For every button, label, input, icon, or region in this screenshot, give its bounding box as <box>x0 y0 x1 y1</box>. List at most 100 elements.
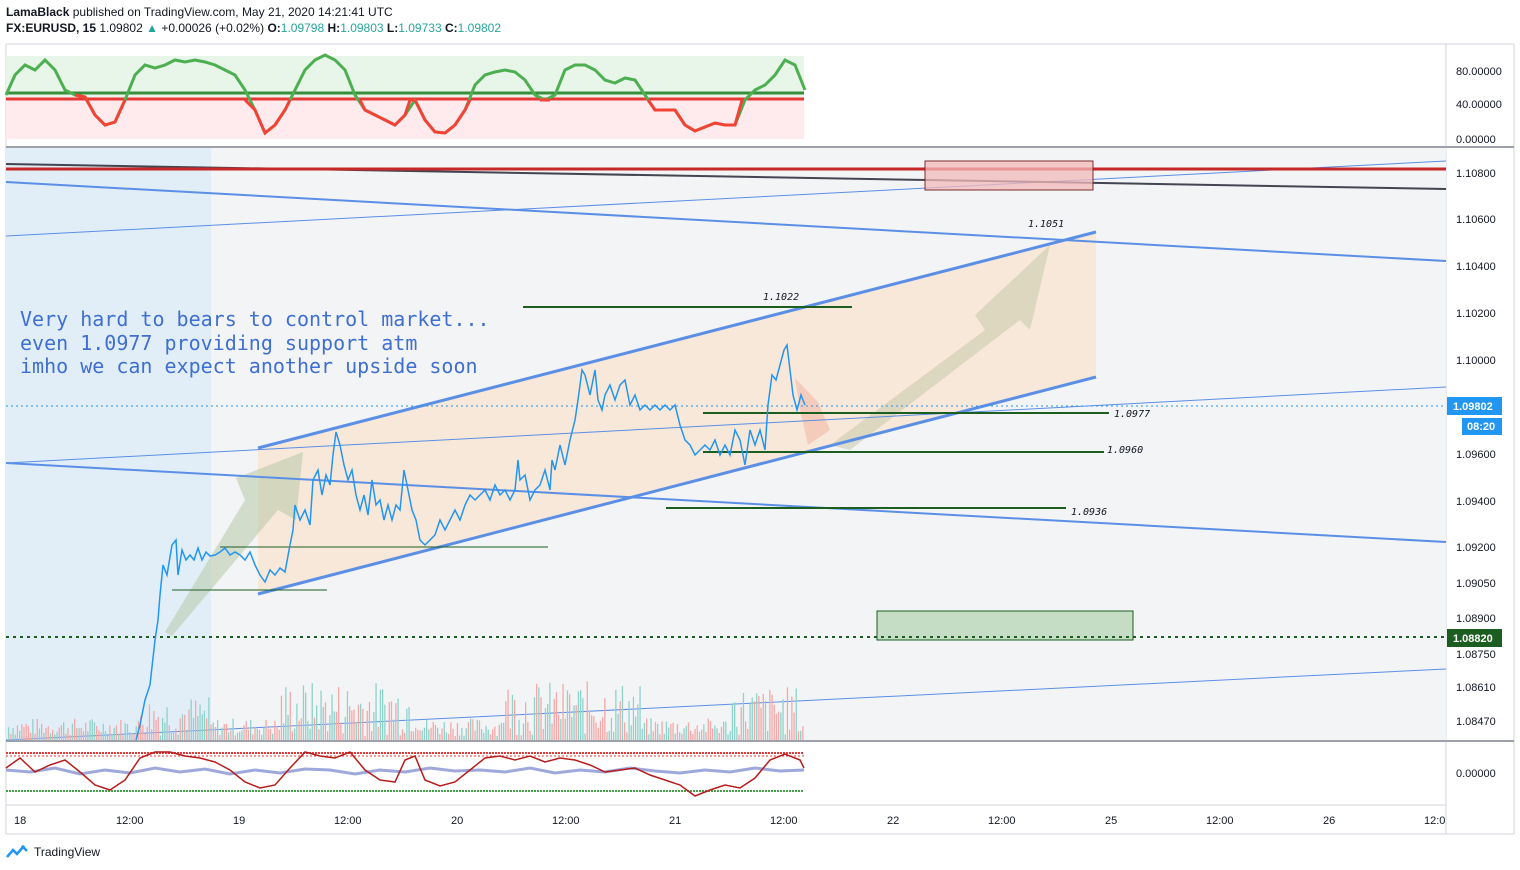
price-tick: 1.10200 <box>1456 308 1496 320</box>
volume-bar <box>599 720 602 740</box>
volume-bar <box>613 731 615 740</box>
volume-bar <box>298 720 300 740</box>
volume-bar <box>753 701 756 740</box>
chart-canvas[interactable]: 80.00000 40.00000 0.00000 <box>0 0 1520 840</box>
volume-bar <box>560 718 562 740</box>
volume-bar <box>681 733 683 740</box>
volume-bar <box>701 729 703 740</box>
annotation-line-2: even 1.0977 providing support atm <box>20 331 417 355</box>
volume-bar <box>118 733 120 740</box>
volume-bar <box>472 719 474 740</box>
volume-bar <box>725 721 727 740</box>
volume-bar <box>780 712 782 740</box>
volume-bar <box>322 707 324 740</box>
volume-bar <box>580 690 582 740</box>
volume-bar <box>228 732 230 740</box>
volume-bar <box>492 729 494 740</box>
volume-bar <box>487 729 489 740</box>
volume-bar <box>179 718 181 740</box>
volume-bars <box>8 681 804 740</box>
volume-bar <box>571 717 573 740</box>
footer: TradingView <box>6 842 100 862</box>
volume-bar <box>659 734 661 740</box>
osc-tick: 80.00000 <box>1456 66 1502 78</box>
volume-bar <box>437 727 439 740</box>
volume-bar <box>278 729 280 740</box>
volume-bar <box>595 722 597 740</box>
volume-bar <box>195 700 197 740</box>
volume-bar <box>32 719 34 740</box>
volume-bar <box>316 705 318 740</box>
price-tick: 1.10000 <box>1456 355 1496 367</box>
volume-bar <box>558 714 560 740</box>
volume-bar <box>289 691 291 740</box>
volume-bar <box>45 728 47 740</box>
volume-bar <box>93 722 96 740</box>
volume-bar <box>586 681 588 740</box>
volume-bar <box>692 733 694 740</box>
volume-bar <box>122 735 124 740</box>
volume-bar <box>474 730 476 740</box>
volume-bar <box>584 733 586 740</box>
volume-bar <box>197 716 199 740</box>
volume-bar <box>456 723 459 740</box>
volume-bar <box>285 687 287 740</box>
time-axis[interactable]: 18 12:00 19 12:00 20 12:00 21 12:00 22 1… <box>14 815 1445 827</box>
volume-bar <box>797 731 800 740</box>
volume-bar <box>494 726 496 740</box>
volume-bar <box>742 692 745 740</box>
volume-bar <box>377 726 379 740</box>
osc-line-below <box>646 99 744 133</box>
time-tick: 12:00 <box>770 815 798 827</box>
volume-bar <box>630 725 632 740</box>
price-tick: 1.09200 <box>1456 542 1496 554</box>
volume-bar <box>650 718 652 740</box>
time-tick: 20 <box>451 815 463 827</box>
symbol-label[interactable]: FX:EURUSD, 15 <box>6 21 97 35</box>
volume-bar <box>232 718 234 740</box>
volume-bar <box>34 733 36 740</box>
volume-bar <box>720 726 723 740</box>
volume-bar <box>665 721 668 740</box>
volume-bar <box>577 691 580 740</box>
volume-bar <box>573 705 575 740</box>
volume-bar <box>538 687 540 740</box>
volume-bar <box>406 708 408 740</box>
tradingview-logo-icon[interactable] <box>6 845 28 859</box>
volume-bar <box>470 718 472 740</box>
volume-bar <box>190 699 192 740</box>
volume-bar <box>41 723 43 740</box>
volume-bar <box>241 730 243 740</box>
volume-bar <box>696 725 698 740</box>
volume-bar <box>698 731 701 740</box>
volume-bar <box>784 734 786 740</box>
volume-bar <box>734 702 736 740</box>
volume-bar <box>313 717 316 740</box>
author-name[interactable]: LamaBlack <box>6 5 70 19</box>
level-1022-label: 1.1022 <box>763 292 799 303</box>
volume-bar <box>239 731 241 740</box>
volume-bar <box>786 687 789 740</box>
volume-bar <box>529 730 531 740</box>
volume-bar <box>712 728 714 740</box>
volume-bar <box>485 725 487 740</box>
volume-bar <box>498 724 500 740</box>
volume-bar <box>483 732 485 740</box>
volume-bar <box>610 718 613 740</box>
volume-bar <box>500 722 503 740</box>
volume-bar <box>716 728 718 740</box>
volume-bar <box>428 729 430 740</box>
brand-name[interactable]: TradingView <box>34 845 101 859</box>
volume-bar <box>514 700 516 740</box>
volume-bar <box>637 704 639 740</box>
close-label: C: <box>444 21 458 35</box>
volume-bar <box>408 707 410 740</box>
level-0977-label: 1.0977 <box>1114 409 1150 420</box>
volume-bar <box>738 734 740 740</box>
volume-bar <box>507 689 509 740</box>
volume-bar <box>562 683 564 740</box>
volume-bar <box>582 698 584 740</box>
volume-bar <box>544 708 547 740</box>
volume-bar <box>496 735 498 740</box>
volume-bar <box>10 733 12 740</box>
